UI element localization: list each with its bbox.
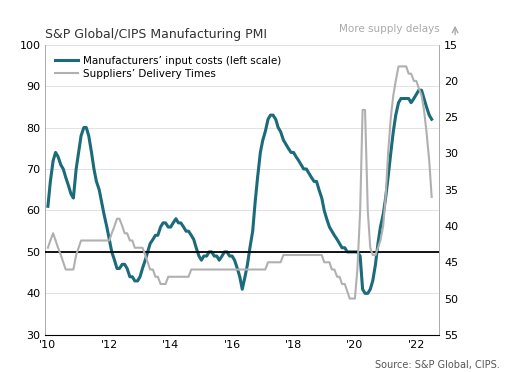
Text: Source: S&P Global, CIPS.: Source: S&P Global, CIPS.: [375, 360, 500, 370]
Text: More supply delays: More supply delays: [338, 25, 439, 35]
Text: S&P Global/CIPS Manufacturing PMI: S&P Global/CIPS Manufacturing PMI: [45, 28, 268, 41]
Legend: Manufacturers’ input costs (left scale), Suppliers’ Delivery Times: Manufacturers’ input costs (left scale),…: [55, 56, 281, 79]
